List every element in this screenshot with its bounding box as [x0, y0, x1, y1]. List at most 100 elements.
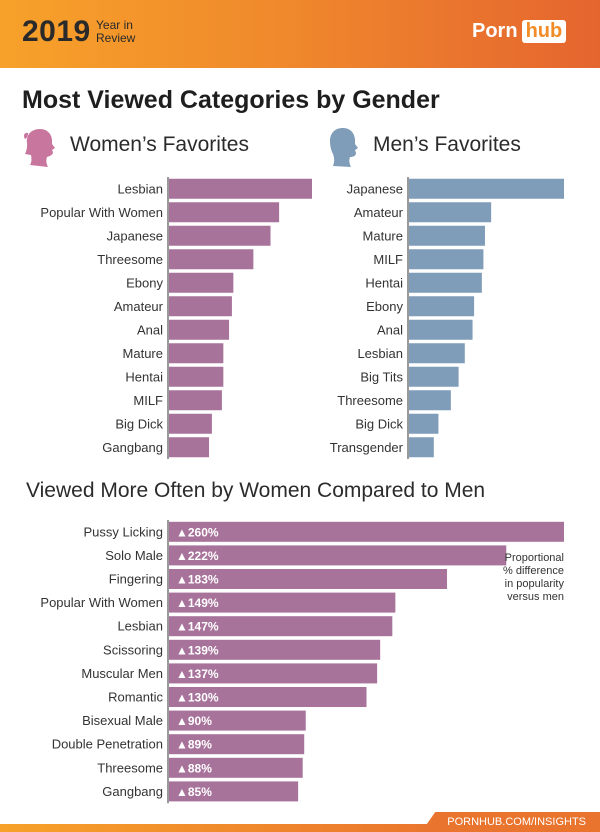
- subtitle-line-2: Review: [96, 31, 136, 45]
- diff-value-label: ▲88%: [176, 761, 212, 775]
- diff-value-label: ▲85%: [176, 785, 212, 799]
- men-bar-group: Japanese Amateur Mature MILF Hentai Ebony Anal…: [330, 177, 564, 459]
- diff-category-label: Solo Male: [105, 548, 163, 563]
- diff-category-label: Muscular Men: [81, 666, 163, 681]
- women-category-label: Lesbian: [117, 181, 163, 196]
- header-banner: 2019 Year in Review Porn hub: [0, 0, 600, 68]
- diff-value-label: ▲130%: [176, 691, 219, 705]
- women-bar: [169, 437, 210, 458]
- note-line-2: % difference: [503, 565, 564, 577]
- men-bar: [409, 413, 439, 434]
- diff-value-label: ▲183%: [176, 573, 219, 587]
- subtitle-line-1: Year in: [96, 18, 133, 32]
- diff-value-label: ▲147%: [176, 620, 219, 634]
- women-bar: [169, 296, 232, 317]
- diff-category-label: Double Penetration: [52, 737, 163, 752]
- diff-category-label: Pussy Licking: [84, 524, 163, 539]
- diff-value-label: ▲149%: [176, 596, 219, 610]
- women-bar: [169, 366, 224, 387]
- diff-category-label: Popular With Women: [40, 595, 163, 610]
- women-bar: [169, 343, 224, 364]
- diff-category-label: Fingering: [109, 572, 163, 587]
- men-bar: [409, 202, 492, 223]
- women-bar: [169, 272, 234, 293]
- proportional-difference-note: Proportional % difference in popularity …: [482, 552, 564, 604]
- women-category-label: Anal: [137, 322, 163, 337]
- diff-value-label: ▲89%: [176, 738, 212, 752]
- men-category-label: Transgender: [330, 440, 404, 455]
- women-bar: [169, 249, 254, 270]
- diff-bar: [169, 521, 564, 542]
- diff-value-label: ▲137%: [176, 667, 219, 681]
- men-category-label: Threesome: [337, 393, 403, 408]
- diff-bar: [169, 639, 381, 660]
- men-panel-label: Men’s Favorites: [373, 133, 521, 156]
- men-category-label: Amateur: [354, 205, 404, 220]
- note-line-3: in popularity: [504, 578, 564, 590]
- men-bar: [409, 390, 451, 411]
- diff-bar: [169, 710, 306, 731]
- diff-bar: [169, 592, 396, 613]
- men-category-label: Mature: [363, 228, 403, 243]
- diff-bar: [169, 781, 299, 802]
- diff-category-label: Gangbang: [102, 784, 163, 799]
- women-category-label: Hentai: [125, 369, 163, 384]
- diff-value-label: ▲139%: [176, 643, 219, 657]
- diff-value-label: ▲222%: [176, 549, 219, 563]
- men-bar: [409, 225, 485, 246]
- man-head-icon: [330, 128, 358, 167]
- women-bar: [169, 319, 230, 340]
- women-category-label: Gangbang: [102, 440, 163, 455]
- women-bar: [169, 202, 280, 223]
- women-bar: [169, 390, 222, 411]
- women-bar: [169, 413, 212, 434]
- note-line-1: Proportional: [504, 552, 564, 564]
- diff-category-label: Scissoring: [103, 642, 163, 657]
- men-category-label: Anal: [377, 322, 403, 337]
- section-title-comparison: Viewed More Often by Women Compared to M…: [26, 479, 486, 502]
- logo-badge: hub: [521, 20, 567, 43]
- footer-bar: [0, 824, 600, 832]
- women-category-label: MILF: [133, 393, 163, 408]
- women-category-label: Threesome: [97, 252, 163, 267]
- women-category-label: Ebony: [126, 275, 163, 290]
- men-category-label: Big Dick: [355, 416, 403, 431]
- men-bar: [409, 343, 465, 364]
- men-category-label: Japanese: [347, 181, 403, 196]
- diff-category-label: Bisexual Male: [82, 713, 163, 728]
- diff-bar: [169, 569, 448, 589]
- women-category-label: Mature: [123, 346, 163, 361]
- men-category-label: Lesbian: [357, 346, 403, 361]
- diff-bar: [169, 757, 303, 778]
- women-bar: [169, 225, 271, 246]
- woman-head-icon: [24, 129, 55, 167]
- diff-bar: [169, 616, 393, 637]
- women-category-label: Big Dick: [115, 416, 163, 431]
- diff-bar: [169, 545, 507, 566]
- diff-value-label: ▲90%: [176, 714, 212, 728]
- women-bar: [169, 178, 312, 199]
- men-category-label: Big Tits: [360, 369, 403, 384]
- brand-logo: Porn hub: [472, 20, 567, 43]
- women-category-label: Amateur: [114, 299, 164, 314]
- men-bar: [409, 272, 482, 293]
- year-label: 2019: [22, 15, 91, 48]
- note-line-4: versus men: [507, 591, 564, 603]
- men-bar: [409, 178, 564, 199]
- diff-category-label: Threesome: [97, 760, 163, 775]
- men-bar: [409, 319, 473, 340]
- men-bar: [409, 296, 475, 317]
- year-in-review-label: Year in Review: [96, 19, 135, 45]
- women-panel-label: Women’s Favorites: [70, 133, 249, 156]
- men-bar: [409, 366, 459, 387]
- diff-category-label: Romantic: [108, 690, 163, 705]
- men-category-label: Hentai: [365, 275, 403, 290]
- men-bar: [409, 249, 484, 270]
- diff-bar: [169, 663, 378, 684]
- men-category-label: Ebony: [366, 299, 403, 314]
- insights-link[interactable]: PORNHUB.COM/INSIGHTS: [421, 812, 600, 832]
- women-bar-group: Lesbian Popular With Women Japanese Threeso…: [40, 177, 312, 459]
- page-title: Most Viewed Categories by Gender: [22, 86, 440, 114]
